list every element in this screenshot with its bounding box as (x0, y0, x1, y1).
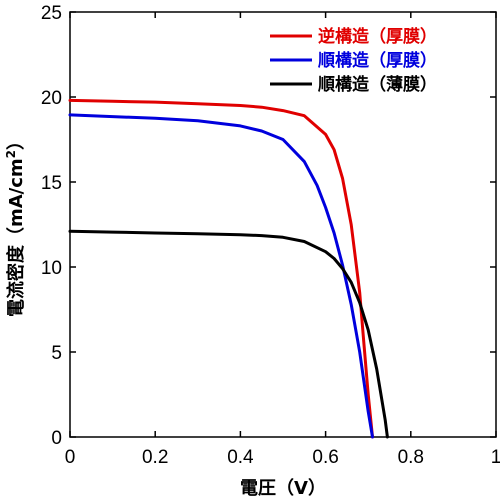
x-tick-label: 0.6 (312, 447, 338, 468)
x-axis-title: 電圧（V） (240, 478, 326, 499)
legend-label-1: 逆構造（厚膜） (318, 26, 437, 47)
y-axis-title-close: ） (6, 132, 27, 150)
x-tick-label: 0.2 (142, 447, 168, 468)
x-tick-label: 1 (491, 447, 500, 468)
y-tick-label: 15 (41, 173, 62, 194)
x-tick-label: 0 (65, 447, 76, 468)
x-tick-label: 0.4 (227, 447, 254, 468)
legend-label-2: 順構造（厚膜） (318, 50, 437, 71)
series-line-1 (68, 98, 374, 439)
y-tick-label: 10 (41, 258, 62, 279)
x-tick-label: 0.8 (398, 447, 424, 468)
y-axis-title-superscript: 2 (4, 150, 18, 158)
y-tick-label: 20 (41, 88, 62, 109)
plot-frame (69, 11, 497, 438)
y-axis-title: 電流密度（mA/cm2） (4, 132, 27, 317)
y-tick-label: 5 (51, 343, 62, 364)
y-tick-label: 25 (41, 3, 62, 24)
y-tick-label: 0 (51, 428, 62, 449)
legend-label-3: 順構造（薄膜） (318, 74, 437, 95)
series-line-3 (68, 229, 389, 439)
y-axis-title-main: 電流密度（mA/cm (5, 158, 27, 317)
series-line-2 (68, 113, 374, 439)
